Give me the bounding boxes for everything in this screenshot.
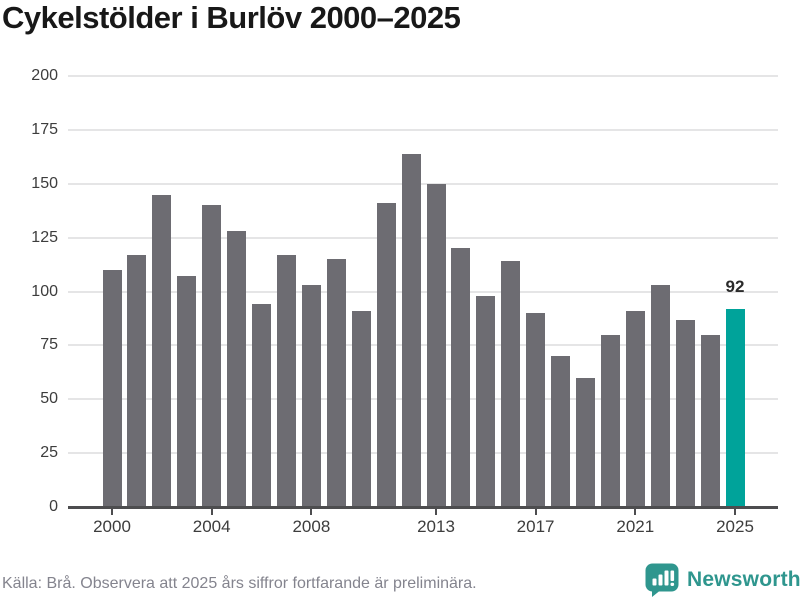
bar-chart-speech-bubble-icon [645,563,679,597]
x-tick-2000 [111,509,113,515]
gridline-75 [68,344,778,347]
bar-2009 [326,259,346,507]
y-axis-label-150: 150 [31,174,58,192]
y-axis-label-0: 0 [49,498,58,515]
bar-2023 [675,319,695,507]
bar-2016 [501,261,521,507]
highlight-value-label: 92 [725,276,745,296]
x-tick-2021 [634,509,637,515]
gridline-25 [68,452,778,455]
x-tick-2008 [310,509,313,515]
bar-2006 [252,304,271,507]
newsworthy-logo: Newsworthy [645,563,800,597]
y-axis-label-200: 200 [31,67,58,84]
bar-2000 [102,270,122,507]
bar-2007 [276,254,296,507]
chart-title: Cykelstölder i Burlöv 2000–2025 [2,0,461,35]
bar-2025 [725,308,745,507]
y-axis-label-75: 75 [40,336,58,354]
bar-2019 [576,377,595,507]
gridline-175 [68,128,778,131]
x-axis-label-2000: 2000 [93,517,131,536]
newsworthy-wordmark: Newsworthy [687,568,800,591]
bar-2021 [625,310,645,507]
gridline-50 [68,398,778,401]
bar-2013 [426,183,446,507]
x-axis-label-2025: 2025 [716,517,754,536]
bar-2018 [551,356,571,507]
y-axis-label-50: 50 [40,390,58,408]
y-axis-label-125: 125 [31,228,58,246]
bar-2015 [476,295,496,507]
x-axis-label-2021: 2021 [616,517,655,536]
x-axis-label-2017: 2017 [516,517,555,536]
bar-2001 [127,254,147,507]
gridline-100 [68,290,778,293]
y-axis-label-100: 100 [31,282,58,300]
gridline-150 [68,182,778,185]
x-tick-2025 [734,509,736,515]
bar-2022 [650,285,670,507]
y-axis-label-175: 175 [31,120,58,138]
x-tick-2004 [210,509,213,515]
bar-2003 [177,276,197,507]
gridline-200 [68,75,778,77]
bar-2011 [376,203,396,507]
bar-2005 [227,231,247,507]
gridline-125 [68,236,778,239]
x-axis-label-2004: 2004 [192,517,231,536]
x-axis-label-2008: 2008 [292,517,331,536]
bar-2012 [401,153,421,507]
source-note: Källa: Brå. Observera att 2025 års siffr… [2,575,477,592]
bar-2024 [700,334,720,507]
x-tick-2017 [534,509,537,515]
bar-2002 [152,194,172,507]
x-axis-label-2013: 2013 [417,517,455,536]
x-axis-line [68,506,778,509]
x-tick-2013 [435,509,437,515]
bar-2008 [301,285,321,507]
y-axis-label-25: 25 [40,444,58,462]
bar-2010 [351,310,371,507]
bar-2020 [600,334,620,507]
bar-2017 [526,313,546,507]
bar-2014 [451,248,471,507]
bar-2004 [202,205,222,507]
